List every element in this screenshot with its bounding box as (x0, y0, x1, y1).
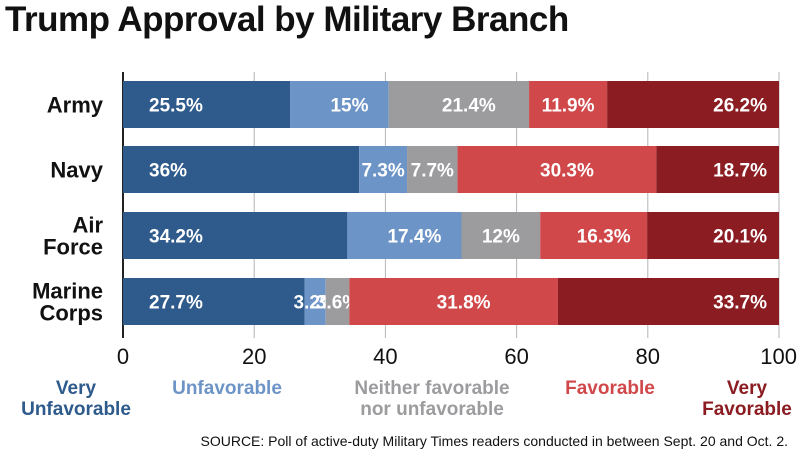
legend-label-4-1: Favorable (702, 399, 792, 420)
bar-2-0 (123, 212, 348, 259)
category-label-3-1: Corps (39, 301, 103, 326)
x-tick-label-80: 80 (636, 344, 660, 369)
legend-label-2-0: Neither favorable (354, 378, 510, 399)
bar-label-3-3: 31.8% (437, 293, 491, 314)
bar-1-2 (407, 146, 458, 193)
bar-1-4 (656, 146, 779, 193)
bar-label-2-0: 34.2% (149, 227, 203, 248)
bar-label-0-1: 15% (330, 96, 368, 117)
legend: Very Unfavorable Unfavorable Neither favora… (0, 378, 800, 424)
bar-label-2-4: 20.1% (713, 227, 767, 248)
bar-label-1-3: 30.3% (540, 161, 594, 182)
bar-2-1 (347, 212, 462, 259)
bar-0-2 (388, 81, 530, 128)
bar-0-0 (123, 81, 291, 128)
stacked-bar-chart: 25.5% 15% 21.4% 11.9% 26.2% Army 36% 7.3% 7.7% 30… (32, 72, 797, 369)
bar-2-3 (540, 212, 648, 259)
x-tick-label-60: 60 (504, 344, 528, 369)
category-label-1-0: Navy (50, 158, 103, 183)
x-tick-label-0: 0 (117, 344, 129, 369)
legend-label-0-0: Very (55, 378, 97, 399)
legend-item-1: Unfavorable (172, 378, 282, 399)
bar-0-3 (529, 81, 608, 128)
legend-item-0: Very Unfavorable (21, 378, 131, 420)
bar-label-2-2: 12% (482, 227, 520, 248)
bar-0-1 (290, 81, 389, 128)
legend-label-4-0: Very (726, 378, 768, 399)
legend-label-0-1: Unfavorable (21, 399, 131, 420)
bar-1-3 (457, 146, 657, 193)
bar-3-0 (123, 278, 305, 325)
chart-title: Trump Approval by Military Branch (5, 0, 569, 39)
legend-item-3: Favorable (565, 378, 655, 399)
bar-3-1 (304, 278, 326, 325)
bar-label-3-2: 3.6% (316, 293, 359, 314)
bar-0-4 (607, 81, 779, 128)
bar-label-1-2: 7.7% (411, 161, 454, 182)
bar-label-3-0: 27.7% (149, 293, 203, 314)
legend-item-2: Neither favorable nor unfavorable (354, 378, 509, 420)
bar-label-2-3: 16.3% (577, 227, 631, 248)
bar-label-1-0: 36% (149, 161, 187, 182)
bar-label-0-2: 21.4% (442, 96, 496, 117)
legend-label-3-0: Favorable (565, 378, 655, 399)
bar-1-1 (359, 146, 408, 193)
bar-label-0-3: 11.9% (542, 96, 595, 117)
bar-3-4 (557, 278, 779, 325)
bar-label-3-4: 33.7% (713, 293, 767, 314)
x-tick-label-40: 40 (373, 344, 397, 369)
category-label-3-0: Marine (32, 279, 103, 304)
bar-2-4 (647, 212, 779, 259)
legend-label-1-0: Unfavorable (172, 378, 282, 399)
legend-item-4: Very Favorable (702, 378, 792, 420)
legend-label-2-1: nor unfavorable (360, 399, 504, 420)
x-tick-label-100: 100 (760, 344, 797, 369)
bar-label-0-0: 25.5% (149, 96, 203, 117)
category-label-0-0: Army (47, 93, 104, 118)
category-label-2-0: Air (72, 213, 103, 238)
bar-label-2-1: 17.4% (387, 227, 441, 248)
bar-2-2 (461, 212, 541, 259)
category-label-2-1: Force (43, 235, 103, 260)
bar-1-0 (123, 146, 360, 193)
bar-label-0-4: 26.2% (713, 96, 767, 117)
bar-3-2 (325, 278, 350, 325)
bar-3-3 (349, 278, 558, 325)
x-tick-label-20: 20 (242, 344, 266, 369)
bar-label-1-1: 7.3% (361, 161, 404, 182)
source-note: SOURCE: Poll of active-duty Military Tim… (200, 433, 789, 449)
bar-label-1-4: 18.7% (713, 161, 767, 182)
